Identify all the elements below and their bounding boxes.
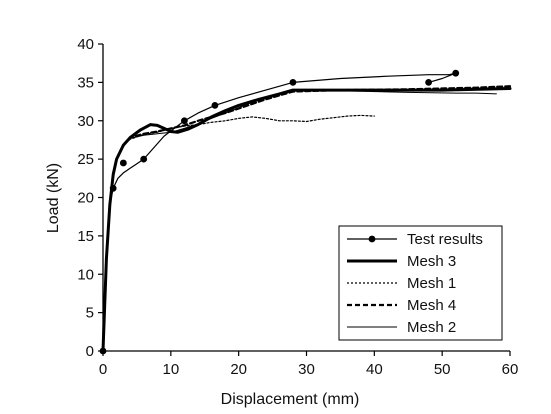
y-tick-label: 10 [77, 266, 94, 283]
series-line-mesh-1 [102, 114, 375, 352]
x-tick-label: 0 [99, 361, 107, 378]
data-point-marker [211, 102, 219, 109]
y-axis-title: Load (kN) [45, 163, 62, 233]
legend-label-test-results: Test results [407, 231, 483, 248]
x-tick-label: 60 [502, 361, 519, 378]
x-tick-label: 30 [298, 361, 315, 378]
data-point-marker [289, 78, 297, 86]
y-tick-label: 0 [86, 343, 94, 360]
legend-label-mesh-3: Mesh 3 [407, 253, 456, 270]
legend-label-mesh-2: Mesh 2 [407, 319, 456, 336]
legend-label-mesh-1: Mesh 1 [407, 275, 456, 292]
series-layer [99, 69, 512, 355]
legend-marker [368, 235, 376, 243]
legend-box [338, 225, 503, 341]
data-point-marker [452, 69, 460, 77]
data-point-marker [181, 117, 188, 125]
y-tick-label: 35 [77, 74, 94, 91]
data-point-marker [140, 155, 148, 163]
x-tick-label: 10 [162, 361, 179, 378]
y-tick-label: 40 [77, 36, 94, 53]
data-point-marker [425, 78, 432, 86]
y-tick-label: 5 [86, 305, 94, 322]
axes-layer: 0 5 10 15 20 25 30 35 40 0 10 20 30 40 50 60 [77, 36, 518, 378]
data-point-marker [119, 159, 127, 167]
x-tick-label: 20 [230, 361, 247, 378]
series-line-mesh-2 [102, 89, 497, 352]
y-tick-label: 20 [77, 190, 94, 207]
y-tick-label: 15 [77, 228, 94, 245]
x-tick-label: 40 [366, 361, 383, 378]
x-tick-label: 50 [434, 361, 451, 378]
y-tick-label: 30 [77, 113, 94, 130]
y-tick-label: 25 [77, 151, 94, 168]
legend: Test results Mesh 3 Mesh 1 Mesh 4 Mesh 2 [338, 225, 503, 341]
x-axis-title: Displacement (mm) [221, 391, 360, 408]
legend-label-mesh-4: Mesh 4 [407, 297, 456, 314]
